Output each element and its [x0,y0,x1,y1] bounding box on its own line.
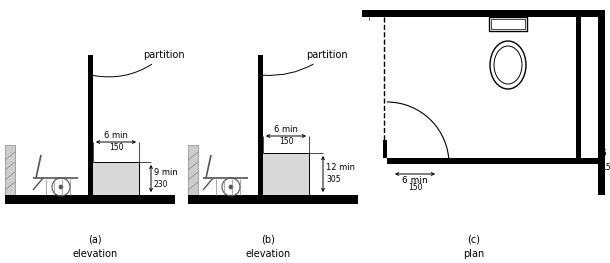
Bar [383,140,387,158]
Circle shape [59,185,63,189]
Bar [93,162,139,195]
Text: partition: partition [93,50,185,77]
Bar [598,10,605,195]
Text: 6 min: 6 min [274,124,298,134]
Bar [188,195,358,204]
Bar [489,17,527,31]
Bar [576,17,581,164]
Bar [362,10,605,17]
Bar [491,19,525,29]
Text: (c)
plan: (c) plan [463,235,484,259]
Bar [263,153,309,195]
Text: 230: 230 [154,180,168,189]
Text: 6 min: 6 min [402,176,428,185]
Text: 305: 305 [326,175,340,185]
Text: 150: 150 [407,183,422,192]
Bar [188,145,198,195]
Ellipse shape [490,41,526,89]
Bar [387,158,598,164]
Text: 150: 150 [279,137,293,146]
Text: 6 min: 6 min [104,130,128,139]
Text: 150: 150 [109,143,123,152]
Text: 12 min: 12 min [326,164,355,173]
Text: (b)
elevation
children: (b) elevation children [245,235,290,263]
Bar [258,55,263,195]
Bar [5,195,175,204]
Bar [88,55,93,195]
Bar [5,145,15,195]
Text: partition: partition [264,50,348,75]
Text: (a)
elevation
adult: (a) elevation adult [73,235,118,263]
Text: 150: 150 [601,163,610,172]
Text: 9 min: 9 min [154,168,178,177]
Text: 6 min: 6 min [601,149,610,158]
Circle shape [229,185,233,189]
